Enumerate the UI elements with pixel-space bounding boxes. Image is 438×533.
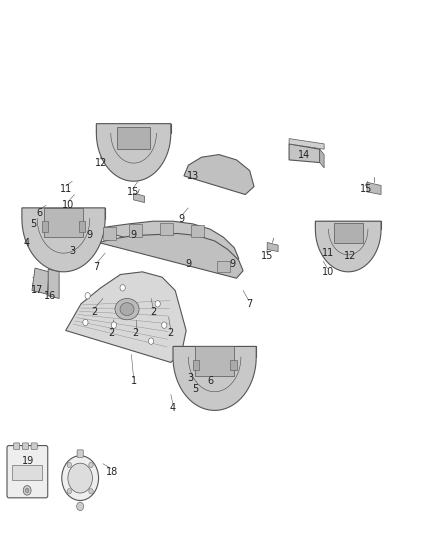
Polygon shape	[66, 272, 186, 362]
Text: 9: 9	[229, 259, 235, 269]
Text: 6: 6	[207, 376, 213, 386]
Polygon shape	[134, 193, 145, 203]
Polygon shape	[48, 269, 59, 298]
Text: 9: 9	[131, 230, 137, 239]
Text: 2: 2	[150, 307, 156, 317]
Text: 5: 5	[30, 219, 36, 229]
Circle shape	[162, 322, 167, 328]
Text: 7: 7	[93, 262, 99, 271]
Text: 17: 17	[31, 286, 43, 295]
Polygon shape	[193, 360, 199, 370]
Circle shape	[120, 285, 125, 291]
Text: 15: 15	[127, 187, 140, 197]
Polygon shape	[94, 221, 239, 266]
Text: 12: 12	[95, 158, 107, 167]
Text: 11: 11	[60, 184, 72, 194]
Text: 18: 18	[106, 467, 118, 477]
Circle shape	[67, 462, 71, 467]
Polygon shape	[289, 144, 320, 163]
Polygon shape	[79, 221, 85, 232]
Circle shape	[111, 322, 117, 328]
Text: OIL: OIL	[77, 477, 84, 481]
Text: 13: 13	[187, 171, 199, 181]
FancyBboxPatch shape	[334, 223, 363, 243]
Text: 15: 15	[261, 251, 273, 261]
Text: 12: 12	[344, 251, 357, 261]
FancyBboxPatch shape	[12, 465, 42, 480]
Ellipse shape	[115, 298, 139, 320]
Text: 5: 5	[192, 384, 198, 394]
Polygon shape	[191, 225, 204, 237]
Circle shape	[25, 488, 29, 492]
Polygon shape	[217, 261, 230, 272]
Circle shape	[77, 502, 84, 511]
Text: 2: 2	[109, 328, 115, 338]
Text: OIL DRAIN: OIL DRAIN	[16, 460, 38, 464]
Polygon shape	[22, 208, 105, 272]
Polygon shape	[32, 268, 49, 294]
FancyBboxPatch shape	[22, 443, 28, 449]
Polygon shape	[367, 182, 381, 195]
Polygon shape	[315, 221, 381, 272]
Text: 10: 10	[62, 200, 74, 210]
Text: 9: 9	[87, 230, 93, 239]
Polygon shape	[99, 233, 243, 278]
Text: 2: 2	[133, 328, 139, 338]
Circle shape	[85, 293, 90, 299]
Text: 9: 9	[185, 259, 191, 269]
Polygon shape	[230, 360, 237, 370]
FancyBboxPatch shape	[31, 443, 37, 449]
Circle shape	[62, 456, 99, 500]
Text: 6: 6	[36, 208, 42, 218]
Polygon shape	[160, 223, 173, 235]
Text: 19: 19	[22, 456, 35, 466]
Text: FILTER: FILTER	[73, 482, 87, 487]
Text: 11: 11	[322, 248, 335, 258]
Text: 16: 16	[44, 291, 57, 301]
Circle shape	[148, 338, 154, 344]
Polygon shape	[289, 139, 324, 149]
Polygon shape	[103, 227, 116, 240]
Text: 3: 3	[187, 374, 194, 383]
Text: 1: 1	[131, 376, 137, 386]
FancyBboxPatch shape	[77, 450, 83, 457]
Polygon shape	[320, 149, 324, 168]
Polygon shape	[267, 243, 278, 252]
Text: TAP: TAP	[76, 470, 85, 475]
Polygon shape	[184, 155, 254, 195]
Text: 4: 4	[170, 403, 176, 413]
Text: 14: 14	[298, 150, 311, 159]
Polygon shape	[42, 221, 48, 232]
FancyBboxPatch shape	[7, 446, 48, 498]
Polygon shape	[173, 346, 256, 410]
Circle shape	[89, 462, 93, 467]
Text: 15: 15	[360, 184, 372, 194]
Text: 7: 7	[247, 299, 253, 309]
Circle shape	[23, 486, 31, 495]
Text: 3: 3	[69, 246, 75, 255]
Circle shape	[83, 319, 88, 326]
Circle shape	[89, 489, 93, 494]
FancyBboxPatch shape	[44, 208, 83, 237]
Text: 10: 10	[322, 267, 335, 277]
Text: 2: 2	[91, 307, 97, 317]
Ellipse shape	[120, 303, 134, 316]
Text: TAP: TAP	[22, 453, 32, 458]
Text: 2: 2	[168, 328, 174, 338]
FancyBboxPatch shape	[14, 443, 20, 449]
Text: 9: 9	[179, 214, 185, 223]
FancyBboxPatch shape	[117, 127, 150, 149]
Circle shape	[67, 489, 71, 494]
FancyBboxPatch shape	[195, 346, 234, 376]
Circle shape	[155, 301, 160, 307]
Polygon shape	[129, 224, 142, 237]
Polygon shape	[96, 124, 171, 181]
Text: 4: 4	[23, 238, 29, 247]
Circle shape	[68, 463, 92, 493]
